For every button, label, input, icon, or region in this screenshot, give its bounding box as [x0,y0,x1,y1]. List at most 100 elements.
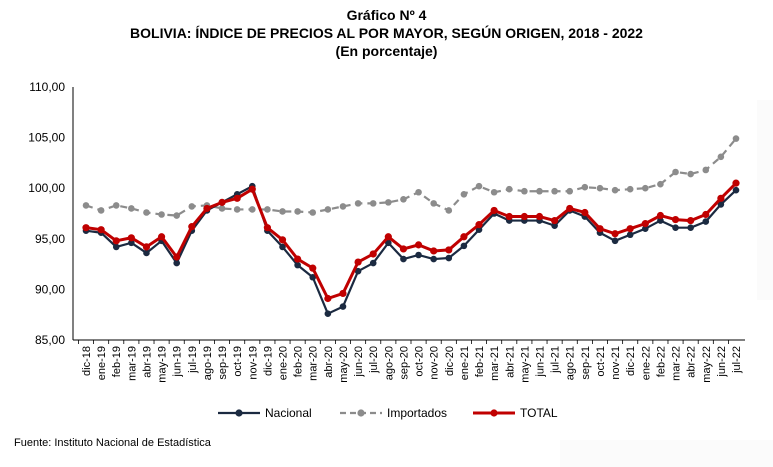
plot-series [82,135,740,317]
x-tick-label: abr-19 [141,346,153,378]
x-tick-label: ago-20 [383,346,395,380]
x-tick-label: may-20 [338,346,350,383]
x-tick-label: ene-22 [640,346,652,380]
data-point-total [278,236,287,244]
data-point-total [611,230,619,238]
x-tick-label: jul-19 [187,346,199,374]
data-point-importados [324,206,332,213]
decorative-shape-bottom [560,440,773,467]
data-point-total [127,234,135,242]
data-point-nacional [385,239,392,247]
x-tick-label: mar-20 [308,346,320,381]
data-point-total [339,289,347,298]
data-point-total [641,220,649,228]
legend-marker-nacional [235,409,243,417]
data-point-nacional [369,259,377,267]
y-tick-label: 100,00 [28,181,65,195]
data-point-total [671,215,680,224]
data-point-total [233,194,241,202]
x-tick-label: sep-20 [398,346,410,380]
x-tick-label: oct-19 [232,346,244,377]
data-point-total [566,204,574,213]
x-tick-label: abr-22 [686,346,698,378]
x-tick-label: may-22 [701,346,713,383]
data-point-importados [611,186,619,194]
x-tick-label: ene-21 [459,346,471,380]
data-point-total [460,233,468,241]
data-point-importados [188,203,196,210]
data-point-nacional [430,255,437,263]
data-point-total [354,258,362,266]
data-point-importados [97,207,105,214]
x-tick-label: abr-20 [323,346,335,378]
data-point-importados [248,206,256,213]
x-tick-label: mar-19 [126,346,138,381]
data-point-total [414,241,423,249]
data-point-total [369,250,377,258]
legend-marker-total [490,409,498,417]
x-tick-label: jun-20 [353,346,365,378]
series-line-nacional [85,185,737,315]
data-point-total [626,225,634,233]
data-point-nacional [611,237,619,245]
series-line-total [85,182,738,301]
data-point-importados [642,184,649,192]
x-tick-label: jun-21 [534,346,546,378]
data-point-total [520,212,528,221]
data-point-total [142,243,151,251]
data-point-nacional [339,303,347,310]
data-point-nacional [702,218,710,225]
legend: Nacional Importados TOTAL [218,406,558,420]
data-point-importados [657,180,664,188]
data-point-total [581,208,589,217]
data-point-total [157,233,166,241]
data-point-total [535,212,544,221]
data-point-total [656,211,665,220]
data-point-importados [445,207,453,214]
x-tick-label: jul-22 [731,346,743,374]
x-tick-label: nov-20 [429,346,441,380]
data-point-importados [521,187,528,195]
data-point-total [475,221,483,229]
data-point-importados [354,200,362,207]
data-point-importados [536,187,543,195]
data-point-nacional [143,249,150,257]
x-tick-label: mar-21 [489,346,501,381]
data-point-nacional [324,310,332,317]
data-point-importados [475,182,483,190]
data-point-total [82,224,90,232]
data-point-importados [309,209,317,216]
data-point-importados [505,185,513,193]
data-point-nacional [400,255,407,263]
data-point-nacional [294,261,301,269]
x-tick-label: dic-21 [625,346,637,376]
y-tick-label: 95,00 [35,232,65,246]
data-point-total [248,185,256,193]
data-point-nacional [657,217,664,224]
series-line-importados [85,137,737,217]
data-point-importados [233,206,241,213]
x-tick-label: ago-19 [202,346,214,380]
y-tick-label: 105,00 [28,131,65,145]
data-point-total [188,223,196,231]
legend-label: Importados [387,406,447,420]
data-point-total [596,225,604,233]
data-point-total [551,216,559,225]
data-point-importados [369,200,377,207]
data-point-nacional [173,259,180,267]
x-tick-label: jul-20 [368,346,380,374]
x-tick-label: dic-18 [81,346,93,376]
data-point-importados [128,205,135,212]
y-tick-label: 85,00 [35,333,65,347]
x-tick-label: oct-20 [414,346,426,377]
x-tick-label: jul-21 [550,346,562,374]
legend-marker-importados [357,409,365,417]
x-tick-label: ene-20 [278,346,290,380]
data-point-importados [687,170,694,178]
decorative-shape-right [757,100,773,300]
x-tick-label: ago-21 [565,346,577,380]
x-tick-label: mar-22 [671,346,683,381]
data-point-total [203,204,211,213]
y-tick-label: 110,00 [29,80,65,94]
y-tick-label: 90,00 [35,282,65,296]
